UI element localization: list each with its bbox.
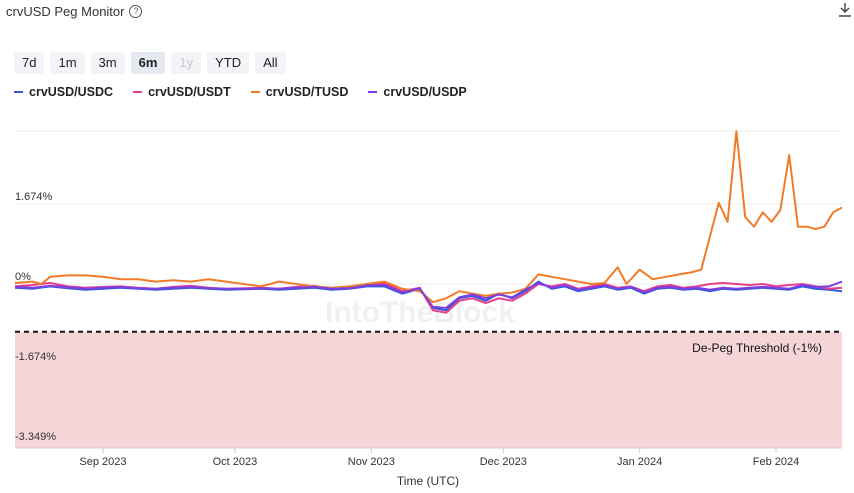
legend-swatch xyxy=(14,91,23,93)
y-tick-label: -3.349% xyxy=(15,431,56,443)
range-selector: 7d 1m 3m 6m 1y YTD All xyxy=(14,52,286,74)
title-text: crvUSD Peg Monitor xyxy=(6,4,125,19)
depeg-zone xyxy=(15,331,842,448)
series-line-crvusd-usdp xyxy=(14,280,843,309)
depeg-threshold-label: De-Peg Threshold (-1%) xyxy=(692,341,822,355)
legend-label: crvUSD/USDT xyxy=(148,85,231,99)
legend-label: crvUSD/USDC xyxy=(29,85,114,99)
x-tick-label: Oct 2023 xyxy=(213,456,258,468)
legend-item-crvusd-usdt[interactable]: crvUSD/USDT xyxy=(133,85,231,99)
legend-item-crvusd-usdp[interactable]: crvUSD/USDP xyxy=(368,85,467,99)
chart-legend: crvUSD/USDC crvUSD/USDT crvUSD/TUSD crvUSD/… xyxy=(14,85,467,99)
range-button-1y: 1y xyxy=(171,52,202,74)
legend-item-crvusd-usdc[interactable]: crvUSD/USDC xyxy=(14,85,113,99)
x-tick-label: Nov 2023 xyxy=(348,456,395,468)
y-tick-label: 0% xyxy=(15,271,31,283)
x-tick-label: Sep 2023 xyxy=(79,456,126,468)
legend-label: crvUSD/USDP xyxy=(383,85,467,99)
x-axis-label: Time (UTC) xyxy=(397,474,459,488)
range-button-1m[interactable]: 1m xyxy=(50,52,85,74)
x-tick-label: Feb 2024 xyxy=(753,456,799,468)
range-button-7d[interactable]: 7d xyxy=(14,52,45,74)
x-tick-label: Dec 2023 xyxy=(480,456,527,468)
range-button-3m[interactable]: 3m xyxy=(90,52,125,74)
y-tick-label: 1.674% xyxy=(15,191,53,203)
range-button-6m[interactable]: 6m xyxy=(130,52,166,74)
legend-swatch xyxy=(250,91,260,93)
range-button-all[interactable]: All xyxy=(255,52,286,74)
legend-swatch xyxy=(133,91,143,93)
legend-item-crvusd-tusd[interactable]: crvUSD/TUSD xyxy=(250,85,349,99)
series-line-crvusd-tusd xyxy=(14,130,843,304)
question-circle-icon[interactable]: ? xyxy=(129,5,143,18)
range-button-ytd[interactable]: YTD xyxy=(207,52,250,74)
chart-title: crvUSD Peg Monitor ? xyxy=(6,4,143,19)
legend-swatch xyxy=(368,91,378,93)
x-tick-label: Jan 2024 xyxy=(617,456,662,468)
legend-label: crvUSD/TUSD xyxy=(265,85,349,99)
download-icon[interactable] xyxy=(838,2,852,18)
y-tick-label: -1.674% xyxy=(15,351,56,363)
